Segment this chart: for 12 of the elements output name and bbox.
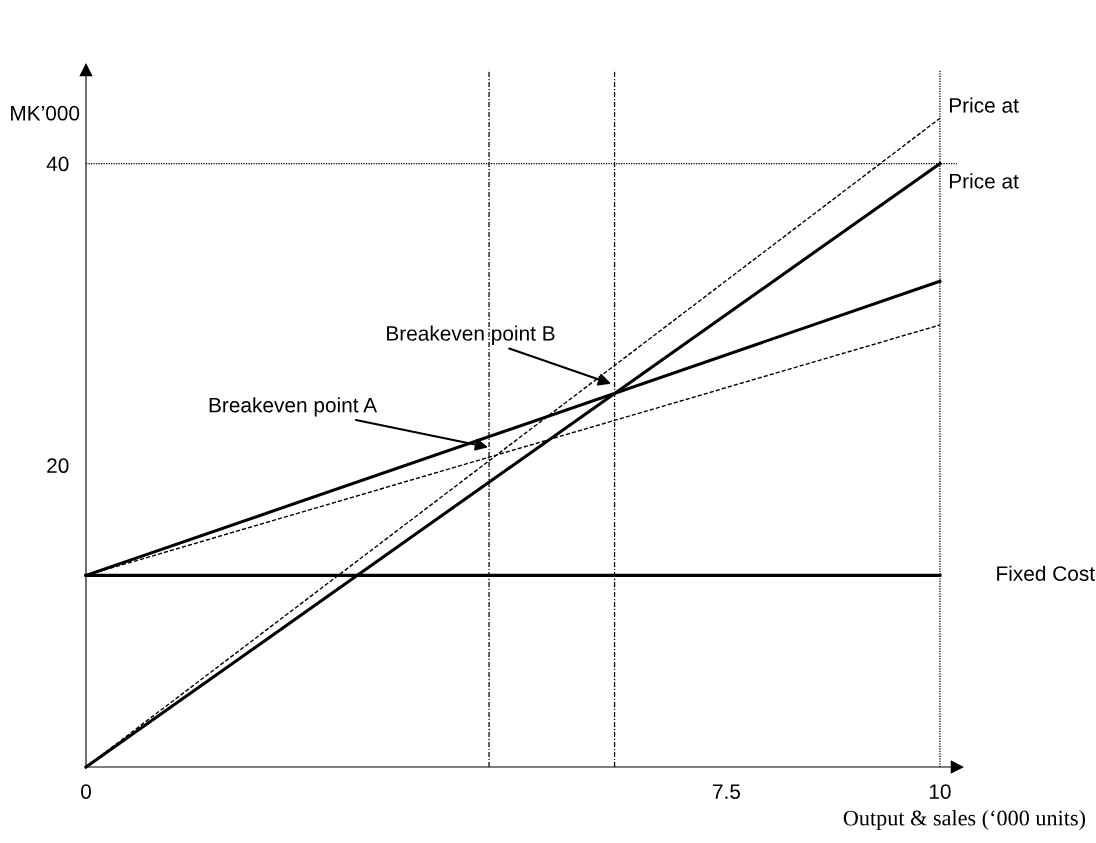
y-axis-title: MK’000 bbox=[11, 105, 80, 121]
annotation: Breakeven point A bbox=[209, 397, 378, 417]
x-tick-label: 10 bbox=[929, 784, 951, 799]
x-tick-label: 7.5 bbox=[713, 784, 741, 799]
y-tick-label: 20 bbox=[47, 458, 69, 474]
y-tick-label: 40 bbox=[46, 156, 69, 172]
annotation: Breakeven point B bbox=[387, 325, 555, 345]
x-axis-title: Output & sales (‘000 units) bbox=[843, 809, 1086, 831]
series-label: Price at bbox=[949, 173, 1019, 189]
series-label: Price at bbox=[949, 97, 1019, 113]
text: Fixed Cost bbox=[997, 565, 1095, 581]
x-tick-label: 0 bbox=[81, 784, 91, 799]
